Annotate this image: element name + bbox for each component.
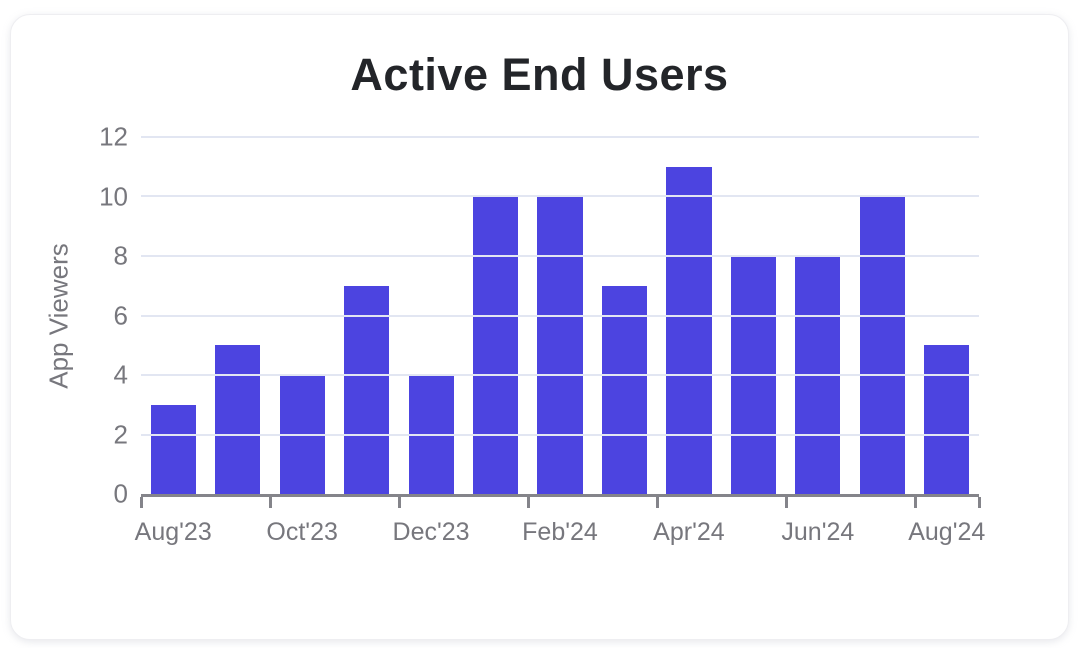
- plot-area: 0 2 4 6 8 10 12 Aug'23 Oct'23 Dec'23 Feb'24 Apr'24 J…: [99, 122, 985, 547]
- y-tick-label: 8: [113, 240, 128, 271]
- gridline-y8: [141, 254, 979, 257]
- bar-Mar'24: [601, 285, 648, 494]
- bar-Aug'24: [924, 345, 970, 494]
- x-tick-mark: [784, 497, 788, 508]
- x-tick-label: Jun'24: [781, 518, 855, 546]
- chart-title: Active End Users: [350, 49, 729, 100]
- bar-cell-Feb'24: [528, 137, 592, 494]
- y-tick-label: 10: [99, 181, 128, 211]
- bar-Jul'24: [859, 196, 905, 494]
- gridline-y2: [141, 433, 979, 436]
- x-tick-mark: [397, 497, 401, 508]
- bar-cell-Aug'23: [141, 137, 205, 494]
- bar-cell-Mar'24: [592, 137, 656, 494]
- bar-Nov'23: [344, 285, 390, 494]
- x-tick-label: Oct'23: [266, 518, 338, 546]
- x-tick-mark: [140, 497, 143, 508]
- x-tick-label: Dec'23: [392, 518, 470, 546]
- chart-card: Active End Users App Viewers 0 2 4 6 8 10 12 Au…: [10, 14, 1069, 640]
- x-tick-label: Aug'23: [134, 518, 212, 546]
- bar-Feb'24: [537, 196, 583, 494]
- y-tick-label: 2: [113, 419, 128, 449]
- y-tick-label: 4: [113, 359, 128, 390]
- bar-cell-Sep'23: [205, 137, 269, 494]
- y-tick-label: 12: [99, 121, 128, 152]
- x-tick-mark-end: [978, 497, 981, 508]
- bar-cell-Aug'24: [915, 137, 979, 494]
- gridline-y6: [141, 314, 979, 317]
- x-tick-mark: [913, 497, 917, 508]
- gridline-y10: [141, 195, 979, 198]
- bar-cell-Nov'23: [334, 137, 398, 494]
- gridline-y4: [141, 373, 979, 376]
- x-tick-mark: [268, 497, 272, 508]
- bar-Jan'24: [473, 196, 519, 494]
- x-tick-label: Aug'24: [908, 518, 986, 546]
- x-tick-label: Feb'24: [522, 518, 598, 546]
- y-axis-title: App Viewers: [43, 243, 74, 389]
- x-tick-label: Apr'24: [653, 518, 725, 546]
- x-axis-line: [141, 494, 979, 497]
- x-tick-mark: [655, 497, 659, 508]
- y-tick-label: 0: [113, 478, 128, 509]
- bar-cell-Jul'24: [850, 137, 914, 494]
- bar-cell-Apr'24: [657, 137, 721, 494]
- y-tick-label: 6: [113, 300, 128, 330]
- x-tick-mark: [526, 497, 530, 508]
- bar-Aug'23: [150, 404, 196, 494]
- bar-Sep'23: [215, 345, 261, 494]
- bar-Apr'24: [666, 166, 712, 494]
- gridline-y12: [141, 136, 979, 138]
- bar-cell-Jan'24: [463, 137, 527, 494]
